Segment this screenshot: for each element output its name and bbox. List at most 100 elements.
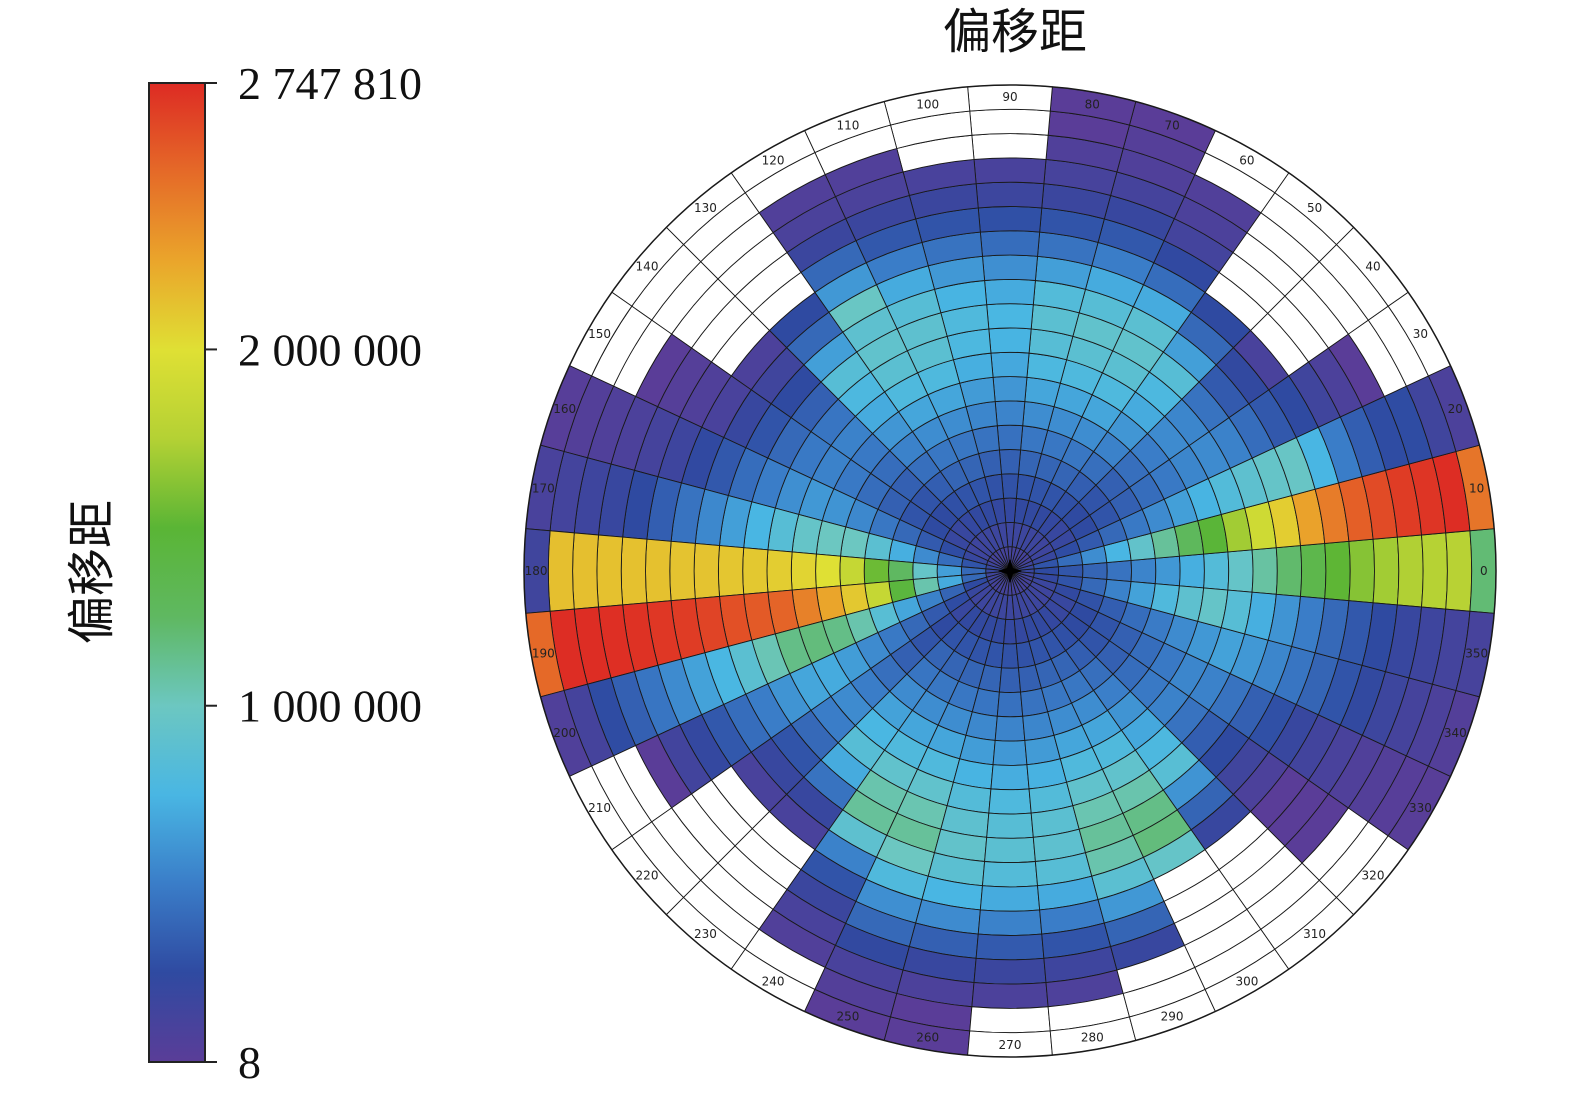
polar-cell <box>790 551 817 591</box>
polar-cell <box>984 278 1036 306</box>
polar-cell <box>977 206 1043 233</box>
colorbar-title: 偏移距 <box>64 500 120 644</box>
polar-cell <box>912 562 938 580</box>
polar-cell <box>981 861 1039 888</box>
polar-cell <box>596 534 624 608</box>
angle-label: 220 <box>636 869 659 883</box>
polar-cell <box>888 559 914 583</box>
angle-label: 300 <box>1235 974 1258 988</box>
center-star-icon <box>998 559 1022 583</box>
chart-title: 偏移距 <box>943 4 1087 60</box>
polar-cell <box>572 532 599 610</box>
angle-label: 180 <box>525 564 548 578</box>
angle-label: 230 <box>694 927 717 941</box>
angle-label: 60 <box>1239 154 1254 168</box>
polar-cell <box>1445 530 1473 612</box>
angle-label: 210 <box>588 801 611 815</box>
polar-cell <box>839 555 866 587</box>
polar-center <box>998 559 1022 583</box>
polar-cell <box>977 909 1043 936</box>
polar-cell <box>979 230 1041 257</box>
polar-cell <box>766 549 793 593</box>
polar-cell <box>1227 549 1254 593</box>
angle-label: 320 <box>1362 869 1385 883</box>
angle-label: 130 <box>694 201 717 215</box>
colorbar-tick-label: 8 <box>238 1037 261 1088</box>
polar-cell <box>988 327 1032 354</box>
angle-label: 270 <box>999 1038 1022 1052</box>
polar-cell <box>815 553 842 589</box>
angle-label: 110 <box>836 119 859 133</box>
polar-cell <box>1001 473 1019 499</box>
angle-label: 340 <box>1444 726 1467 740</box>
polar-cell <box>990 351 1030 378</box>
angle-label: 280 <box>1081 1031 1104 1045</box>
polar-cell <box>1372 536 1400 606</box>
angle-label: 10 <box>1469 482 1484 496</box>
angle-label: 50 <box>1307 201 1322 215</box>
polar-cell <box>1203 551 1230 591</box>
polar-cell <box>996 691 1024 718</box>
angle-labels: 0 10 20 30 40 50 60 70 80 90 100 110 120 130 140 150 160… <box>525 90 1489 1052</box>
polar-cell <box>984 836 1036 864</box>
polar-cell <box>1130 557 1157 585</box>
polar-cell <box>620 536 648 606</box>
polar-cell <box>986 303 1034 330</box>
colorbar: 2 747 810 2 000 000 1 000 000 8 偏移距 <box>64 58 422 1088</box>
angle-label: 350 <box>1465 646 1488 660</box>
polar-cell <box>1106 559 1132 583</box>
colorbar-tick-label: 2 747 810 <box>238 58 422 109</box>
polar-cell <box>975 181 1045 209</box>
polar-cell <box>717 545 745 597</box>
polar-cell <box>973 957 1047 985</box>
polar-cell <box>1300 542 1327 600</box>
polar-grid <box>523 84 1497 1058</box>
polar-cell <box>994 715 1026 742</box>
polar-cell <box>1178 553 1205 589</box>
polar-cell <box>863 557 890 585</box>
angle-label: 70 <box>1164 119 1179 133</box>
polar-cell <box>998 667 1022 693</box>
polar-cell <box>1396 534 1424 608</box>
angle-label: 90 <box>1002 90 1017 104</box>
polar-cell <box>1421 532 1448 610</box>
angle-label: 20 <box>1448 402 1463 416</box>
colorbar-tick-label: 1 000 000 <box>238 681 422 732</box>
polar-cell <box>1348 538 1375 604</box>
polar-cell <box>742 547 769 595</box>
polar-cell <box>994 400 1026 427</box>
polar-cell <box>990 764 1030 791</box>
angle-label: 140 <box>636 259 659 273</box>
angle-label: 0 <box>1480 564 1488 578</box>
polar-cell <box>969 108 1051 136</box>
polar-plot: 0 10 20 30 40 50 60 70 80 90 100 110 120 130 140 150 160… <box>523 84 1497 1058</box>
colorbar-tick-label: 2 000 000 <box>238 324 422 375</box>
angle-label: 100 <box>916 97 939 111</box>
polar-cell <box>992 376 1028 403</box>
polar-cell <box>988 788 1032 815</box>
polar-cell <box>996 424 1024 451</box>
polar-cell <box>547 530 575 612</box>
angle-label: 170 <box>532 482 555 496</box>
angle-label: 30 <box>1413 327 1428 341</box>
polar-cell <box>979 885 1041 912</box>
angle-label: 80 <box>1085 97 1100 111</box>
angle-label: 190 <box>532 646 555 660</box>
polar-cell <box>975 933 1045 961</box>
angle-label: 160 <box>553 402 576 416</box>
angle-label: 240 <box>762 974 785 988</box>
polar-cell <box>998 449 1022 475</box>
polar-cells <box>523 84 1497 1058</box>
polar-cell <box>1251 547 1278 595</box>
angle-label: 200 <box>553 726 576 740</box>
angle-label: 120 <box>762 154 785 168</box>
angle-label: 40 <box>1365 259 1380 273</box>
colorbar-ticks: 2 747 810 2 000 000 1 000 000 8 <box>205 58 422 1088</box>
polar-cell <box>981 254 1039 281</box>
polar-outer-circle <box>523 84 1497 1058</box>
polar-cell <box>971 133 1049 160</box>
colorbar-bar <box>148 82 206 1063</box>
angle-label: 310 <box>1303 927 1326 941</box>
angle-label: 330 <box>1409 801 1432 815</box>
angle-label: 260 <box>916 1031 939 1045</box>
